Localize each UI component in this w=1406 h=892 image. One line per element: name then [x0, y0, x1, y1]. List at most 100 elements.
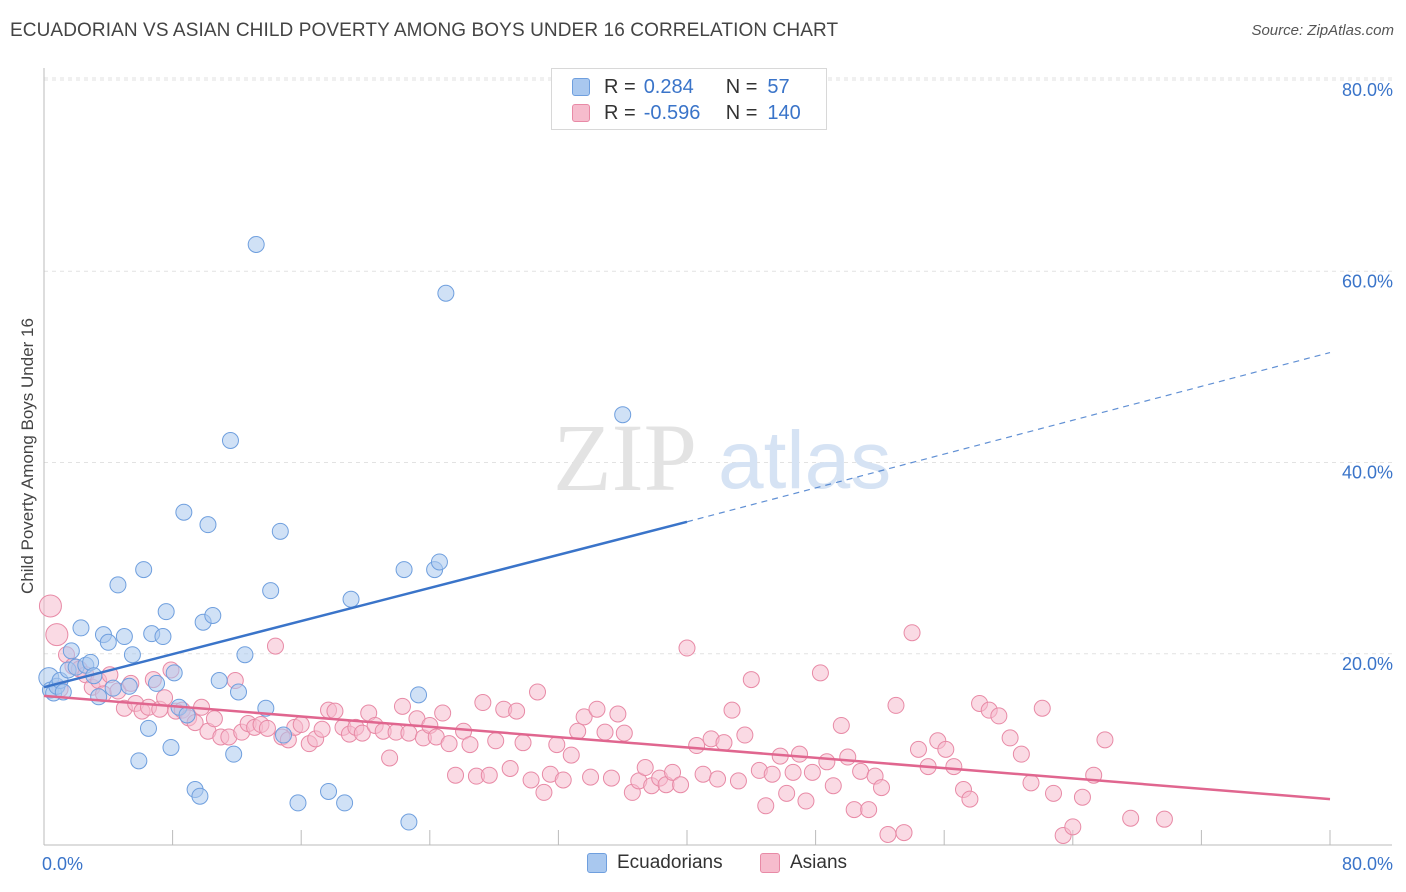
asians-point — [1045, 784, 1063, 802]
legend-r-label: R = — [604, 75, 636, 98]
asians-point — [575, 708, 593, 726]
ecuadorians-point — [430, 553, 448, 571]
legend-n-value: 57 — [767, 75, 790, 98]
ecuadorians-point — [148, 674, 166, 692]
asians-points — [38, 594, 1173, 844]
legend-row-ecuadorians: R = 0.284 N = 57 — [572, 75, 790, 99]
chart-title: ECUADORIAN VS ASIAN CHILD POVERTY AMONG … — [10, 20, 839, 41]
ecuadorians-point — [139, 719, 157, 737]
asians-point — [1022, 774, 1040, 792]
asians-trend-line — [43, 694, 1331, 801]
asians-point — [990, 707, 1008, 725]
ecuadorians-point — [271, 522, 289, 540]
asians-point — [852, 762, 870, 780]
asians-point — [602, 769, 620, 787]
y-tick-label: 40.0% — [1342, 463, 1393, 483]
asians-point — [38, 594, 62, 618]
asians-point — [709, 770, 727, 788]
asians-point — [45, 623, 69, 647]
y-tick-label: 80.0% — [1342, 80, 1393, 100]
asians-point — [818, 753, 836, 771]
legend-item-asians[interactable]: Asians — [760, 852, 847, 874]
asians-point — [1012, 745, 1030, 763]
asians-point — [909, 740, 927, 758]
asians-point — [694, 765, 712, 783]
asians-point — [1064, 818, 1082, 836]
ecuadorians-point — [236, 646, 254, 664]
asians-point — [797, 792, 815, 810]
ecuadorians-point — [395, 561, 413, 579]
ecuadorians-point — [289, 794, 307, 812]
asians-point — [535, 783, 553, 801]
asians-point — [811, 664, 829, 682]
ecuadorians-point — [320, 782, 338, 800]
legend-row-asians: R = -0.596 N = 140 — [572, 101, 801, 125]
asians-point — [945, 758, 963, 776]
trend-lines — [43, 351, 1331, 801]
asians-point — [609, 705, 627, 723]
y-tick-labels: 20.0% 40.0% 60.0% 80.0% — [1342, 80, 1393, 674]
legend-swatch-ecuadorians — [587, 853, 607, 873]
asians-point — [266, 637, 284, 655]
asians-point — [434, 704, 452, 722]
correlation-legend: R = 0.284 N = 57 R = -0.596 N = 140 — [551, 68, 827, 130]
asians-point — [514, 734, 532, 752]
asians-point — [763, 765, 781, 783]
ecuadorians-point — [72, 619, 90, 637]
asians-point — [474, 694, 492, 712]
asians-point — [664, 763, 682, 781]
asians-point — [1033, 699, 1051, 717]
ecuadorians-point — [342, 590, 360, 608]
asians-point — [1155, 810, 1173, 828]
ecuadorians-point — [90, 688, 108, 706]
asians-point — [554, 771, 572, 789]
asians-point — [636, 759, 654, 777]
asians-point — [824, 777, 842, 795]
asians-point — [156, 689, 174, 707]
asians-point — [522, 771, 540, 789]
asians-point — [205, 710, 223, 728]
asians-point — [313, 720, 331, 738]
asians-point — [569, 722, 587, 740]
asians-point — [353, 724, 371, 742]
x-tick-label: 0.0% — [42, 854, 83, 874]
asians-point — [440, 735, 458, 753]
asians-point — [879, 825, 897, 843]
asians-point — [461, 736, 479, 754]
ecuadorians-point — [199, 516, 217, 534]
asians-point — [1073, 788, 1091, 806]
asians-point — [562, 746, 580, 764]
asians-point — [588, 700, 606, 718]
y-tick-label: 60.0% — [1342, 271, 1393, 291]
asians-point — [258, 719, 276, 737]
asians-point — [672, 776, 690, 794]
asians-point — [803, 763, 821, 781]
asians-point — [529, 683, 547, 701]
ecuadorians-point — [614, 406, 632, 424]
asians-point — [736, 726, 754, 744]
asians-point — [582, 768, 600, 786]
watermark-atlas: atlas — [718, 415, 891, 506]
asians-point — [873, 779, 891, 797]
source-note: Source: ZipAtlas.com — [1251, 22, 1394, 39]
legend-label-asians: Asians — [790, 852, 848, 873]
legend-item-ecuadorians[interactable]: Ecuadorians — [587, 852, 723, 874]
asians-point — [723, 701, 741, 719]
ecuadorians-point — [247, 235, 265, 253]
ecuadorians-point — [204, 607, 222, 624]
x-tick-labels: 0.0% 80.0% — [42, 854, 1393, 874]
ecuadorians-point — [230, 683, 248, 701]
legend-n-label: N = — [725, 101, 758, 124]
asians-point — [887, 696, 905, 714]
asians-point — [688, 737, 706, 755]
asians-point — [757, 797, 775, 815]
legend-swatch-asians — [760, 853, 780, 873]
series-legend: Ecuadorians Asians — [0, 852, 1406, 878]
legend-r-value: 0.284 — [643, 75, 694, 98]
ecuadorians-point — [165, 664, 183, 682]
asians-point — [895, 824, 913, 842]
ecuadorians-point — [130, 752, 148, 770]
ecuadorians-point — [115, 628, 133, 646]
ecuadorians-trend-projection — [686, 351, 1331, 523]
ecuadorians-point — [191, 787, 209, 805]
